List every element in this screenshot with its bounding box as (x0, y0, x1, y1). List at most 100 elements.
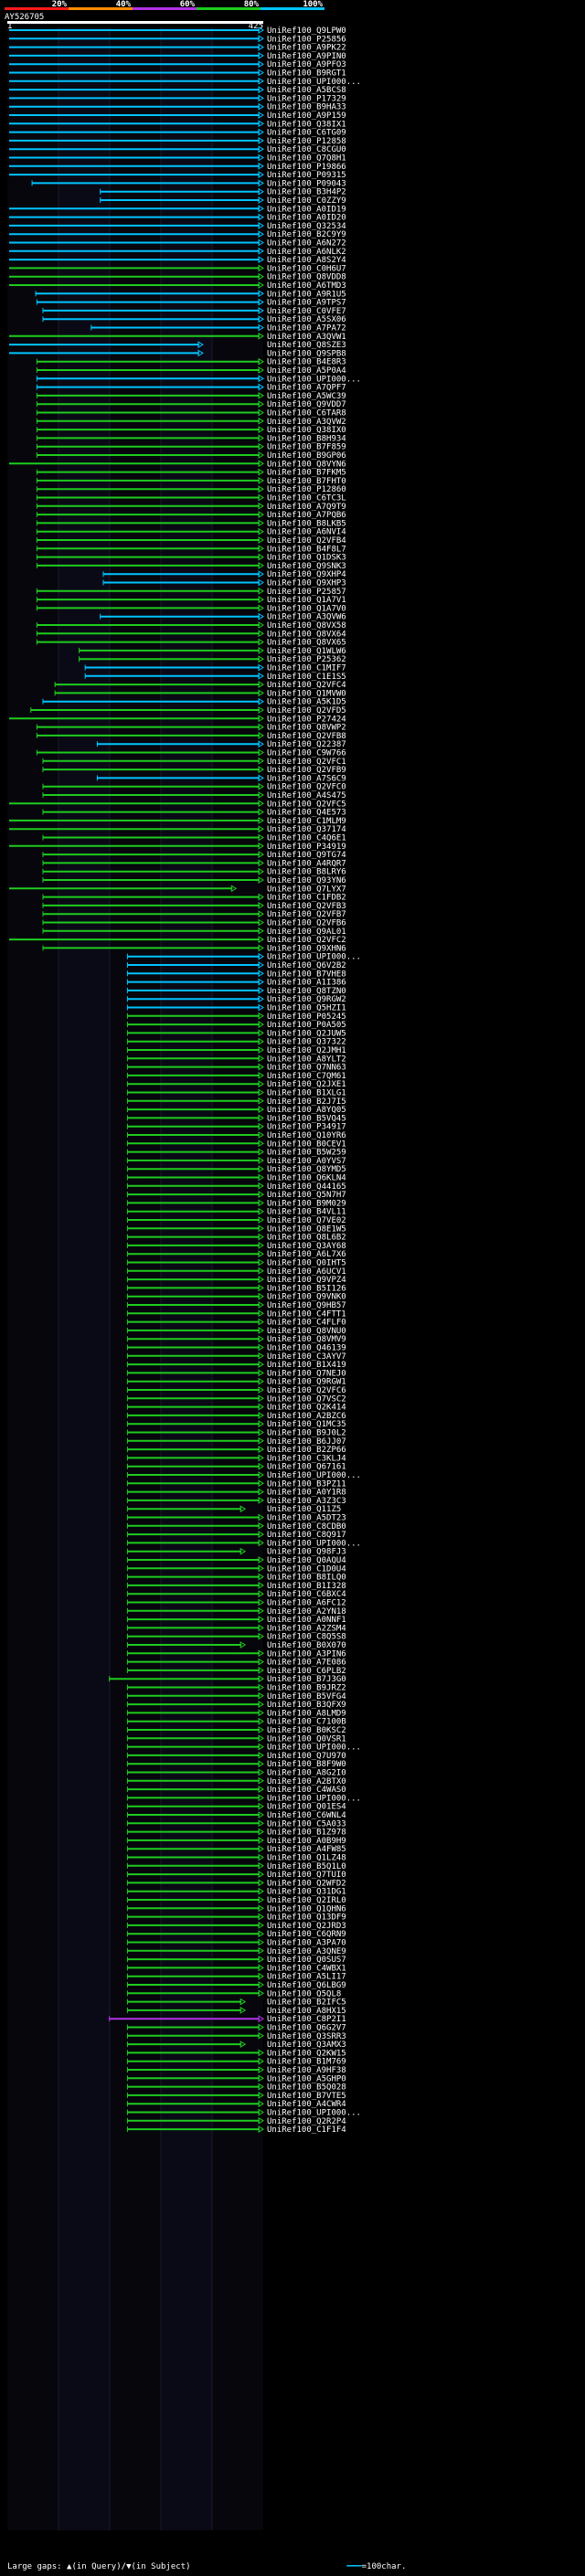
hit-label[interactable]: UniRef100_Q1A7V0 (267, 604, 346, 613)
hit-label[interactable]: UniRef100_Q2VFC0 (267, 783, 346, 792)
hit-label[interactable]: UniRef100_A5WC39 (267, 392, 346, 401)
hit-label[interactable]: UniRef100_A0Y1R8 (267, 1489, 346, 1498)
hit-label[interactable]: UniRef100_B4E8R3 (267, 358, 346, 367)
hit-label[interactable]: UniRef100_C6TC3L (267, 494, 346, 504)
hit-label[interactable]: UniRef100_A8LMD9 (267, 1709, 346, 1718)
hit-label[interactable]: UniRef100_Q11Z5 (267, 1505, 341, 1514)
hit-label[interactable]: UniRef100_P09315 (267, 171, 346, 180)
hit-label[interactable]: UniRef100_B9M029 (267, 1199, 346, 1208)
hit-label[interactable]: UniRef100_Q1QHN6 (267, 1904, 346, 1913)
hit-label[interactable]: UniRef100_B5VFG4 (267, 1692, 346, 1701)
hit-label[interactable]: UniRef100_Q5HZI1 (267, 1004, 346, 1013)
hit-label[interactable]: UniRef100_UPI000... (267, 1539, 361, 1548)
hit-label[interactable]: UniRef100_A2ZSM4 (267, 1624, 346, 1633)
hit-label[interactable]: UniRef100_P0A505 (267, 1021, 346, 1030)
hit-label[interactable]: UniRef100_C7100B (267, 1718, 346, 1727)
hit-label[interactable]: UniRef100_C6PLB2 (267, 1667, 346, 1676)
hit-label[interactable]: UniRef100_A9TPS7 (267, 299, 346, 308)
hit-label[interactable]: UniRef100_B1XLG1 (267, 1089, 346, 1098)
hit-label[interactable]: UniRef100_Q1A7V1 (267, 596, 346, 605)
hit-label[interactable]: UniRef100_C4FTT1 (267, 1309, 346, 1319)
hit-label[interactable]: UniRef100_Q8L6B2 (267, 1234, 346, 1243)
hit-label[interactable]: UniRef100_A6TMD3 (267, 281, 346, 291)
hit-label[interactable]: UniRef100_P05245 (267, 1012, 346, 1022)
hit-label[interactable]: UniRef100_Q2VFD5 (267, 706, 346, 716)
hit-label[interactable]: UniRef100_A3PA70 (267, 1939, 346, 1948)
hit-label[interactable]: UniRef100_Q3AMX3 (267, 2041, 346, 2050)
hit-label[interactable]: UniRef100_Q22387 (267, 740, 346, 749)
hit-label[interactable]: UniRef100_C6WNL4 (267, 1811, 346, 1820)
hit-label[interactable]: UniRef100_A7Q9T9 (267, 503, 346, 512)
hit-label[interactable]: UniRef100_A4S475 (267, 791, 346, 800)
hit-label[interactable]: UniRef100_A0NNF1 (267, 1616, 346, 1625)
hit-label[interactable]: UniRef100_A7E086 (267, 1659, 346, 1668)
hit-label[interactable]: UniRef100_Q6G2V7 (267, 2024, 346, 2033)
hit-label[interactable]: UniRef100_Q7U970 (267, 1752, 346, 1761)
hit-label[interactable]: UniRef100_Q9LPW0 (267, 27, 346, 36)
hit-label[interactable]: UniRef100_C4WBX1 (267, 1964, 346, 1973)
hit-label[interactable]: UniRef100_C5A033 (267, 1819, 346, 1829)
hit-label[interactable]: UniRef100_Q98FJ3 (267, 1548, 346, 1557)
hit-label[interactable]: UniRef100_C6TG09 (267, 129, 346, 138)
hit-label[interactable]: UniRef100_Q0AQU4 (267, 1556, 346, 1565)
hit-label[interactable]: UniRef100_A8YLT2 (267, 1055, 346, 1064)
hit-label[interactable]: UniRef100_A7QPF7 (267, 384, 346, 393)
hit-label[interactable]: UniRef100_Q9XHP4 (267, 570, 346, 579)
hit-label[interactable]: UniRef100_UPI000... (267, 953, 361, 962)
hit-label[interactable]: UniRef100_B0KSC2 (267, 1726, 346, 1735)
hit-label[interactable]: UniRef100_A2BZC6 (267, 1412, 346, 1421)
hit-label[interactable]: UniRef100_B1Z978 (267, 1829, 346, 1838)
hit-label[interactable]: UniRef100_Q2JRD3 (267, 1922, 346, 1931)
hit-label[interactable]: UniRef100_Q9RGW1 (267, 1378, 346, 1387)
hit-label[interactable]: UniRef100_B8ILQ0 (267, 1574, 346, 1583)
hit-label[interactable]: UniRef100_P34919 (267, 843, 346, 852)
hit-label[interactable]: UniRef100_A1I386 (267, 979, 346, 988)
hit-label[interactable]: UniRef100_Q6V2B2 (267, 961, 346, 970)
hit-label[interactable]: UniRef100_Q1LZ48 (267, 1854, 346, 1863)
hit-label[interactable]: UniRef100_Q7VSC2 (267, 1394, 346, 1404)
hit-label[interactable]: UniRef100_A3QVW1 (267, 333, 346, 342)
hit-label[interactable]: UniRef100_A2BTX0 (267, 1777, 346, 1786)
hit-label[interactable]: UniRef100_Q2VFC2 (267, 936, 346, 945)
hit-label[interactable]: UniRef100_A6L7X6 (267, 1250, 346, 1259)
hit-label[interactable]: UniRef100_B9HA33 (267, 103, 346, 112)
hit-label[interactable]: UniRef100_B7F859 (267, 443, 346, 452)
hit-label[interactable]: UniRef100_Q8E1W5 (267, 1224, 346, 1234)
hit-label[interactable]: UniRef100_Q9VDD7 (267, 400, 346, 409)
hit-label[interactable]: UniRef100_A3QVW2 (267, 418, 346, 427)
hit-label[interactable]: UniRef100_B8LRY6 (267, 868, 346, 877)
hit-label[interactable]: UniRef100_P09043 (267, 179, 346, 188)
hit-label[interactable]: UniRef100_B1X419 (267, 1361, 346, 1370)
hit-label[interactable]: UniRef100_B0CEV1 (267, 1140, 346, 1149)
hit-label[interactable]: UniRef100_Q9RGW2 (267, 995, 346, 1004)
hit-label[interactable]: UniRef100_Q2VFC1 (267, 758, 346, 767)
hit-label[interactable]: UniRef100_B2C9Y9 (267, 230, 346, 239)
hit-label[interactable]: UniRef100_B8F9W0 (267, 1760, 346, 1769)
hit-label[interactable]: UniRef100_Q2VFB3 (267, 902, 346, 911)
hit-label[interactable]: UniRef100_UPI000... (267, 1744, 361, 1753)
hit-label[interactable]: UniRef100_Q2WFD2 (267, 1879, 346, 1888)
hit-label[interactable]: UniRef100_P34917 (267, 1123, 346, 1132)
hit-label[interactable]: UniRef100_Q2VFB9 (267, 766, 346, 775)
hit-label[interactable]: UniRef100_B1M769 (267, 2058, 346, 2067)
hit-label[interactable]: UniRef100_C6TAR8 (267, 409, 346, 419)
hit-label[interactable]: UniRef100_Q8YMD5 (267, 1165, 346, 1174)
hit-label[interactable]: UniRef100_Q01ES4 (267, 1803, 346, 1812)
hit-label[interactable]: UniRef100_A0ID19 (267, 205, 346, 214)
hit-label[interactable]: UniRef100_B0X070 (267, 1641, 346, 1650)
hit-label[interactable]: UniRef100_B2J7I5 (267, 1097, 346, 1107)
hit-label[interactable]: UniRef100_A6NVI4 (267, 528, 346, 537)
hit-label[interactable]: UniRef100_B7J3G0 (267, 1675, 346, 1684)
hit-label[interactable]: UniRef100_B8H934 (267, 434, 346, 443)
hit-label[interactable]: UniRef100_Q4E573 (267, 809, 346, 818)
hit-label[interactable]: UniRef100_B9RGT1 (267, 69, 346, 79)
hit-label[interactable]: UniRef100_P25856 (267, 35, 346, 44)
hit-label[interactable]: UniRef100_A5GHP0 (267, 2074, 346, 2083)
hit-label[interactable]: UniRef100_B9GP06 (267, 451, 346, 461)
hit-label[interactable]: UniRef100_B4F8L7 (267, 545, 346, 554)
hit-label[interactable]: UniRef100_Q9VPZ4 (267, 1276, 346, 1285)
hit-label[interactable]: UniRef100_A6N272 (267, 239, 346, 249)
hit-label[interactable]: UniRef100_B7FHT0 (267, 477, 346, 486)
hit-label[interactable]: UniRef100_P19866 (267, 163, 346, 172)
hit-label[interactable]: UniRef100_Q8VX65 (267, 639, 346, 648)
